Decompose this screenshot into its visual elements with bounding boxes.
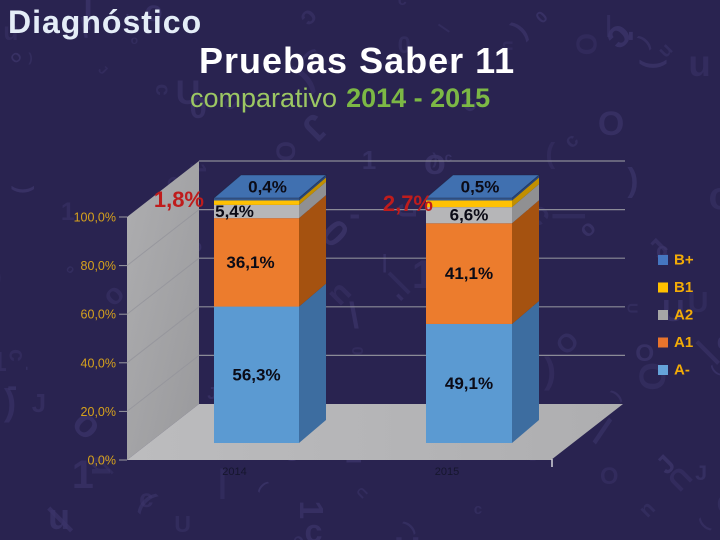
column-2015-side-A-	[512, 300, 539, 443]
legend-label-A2: A2	[674, 307, 693, 324]
data-label-B+-2014: 0,4%	[248, 178, 287, 197]
data-label-A--2014: 56,3%	[232, 365, 280, 384]
y-axis-label: 40,0%	[81, 356, 116, 370]
y-axis-label: 0,0%	[88, 454, 117, 468]
column-2014-top-face	[212, 174, 328, 199]
column-2015-segment-A-	[426, 323, 512, 443]
column-2015-segment-A1	[426, 223, 512, 324]
legend-label-A1: A1	[674, 334, 693, 351]
column-2015-segment-A2	[426, 207, 512, 224]
column-2015-side-A1	[512, 200, 539, 324]
data-label-A2-2014: 5,4%	[215, 202, 254, 221]
legend-label-B1: B1	[674, 279, 693, 296]
column-2015-side-A2	[512, 184, 539, 224]
x-axis-label-2015: 2015	[435, 466, 459, 478]
column-2014-side-B1	[299, 177, 326, 205]
legend-swatch-A1	[658, 337, 668, 348]
column-2014-segment-A1	[214, 218, 299, 307]
slide-subtitle: Pruebas Saber 11	[199, 40, 516, 81]
x-axis-label-2014: 2014	[222, 466, 246, 478]
data-label-B1-2015: 2,7%	[383, 191, 433, 216]
chart-side-wall	[127, 161, 199, 460]
column-2015-segment-B1	[426, 200, 512, 208]
column-2014-side-A2	[299, 181, 326, 219]
column-2014-segment-A-	[214, 306, 299, 443]
wall-gridline	[126, 209, 200, 266]
page-title: Diagnóstico	[8, 4, 203, 40]
y-axis-label: 100,0%	[74, 211, 116, 225]
column-2014-side-B+	[299, 175, 326, 201]
data-label-B1-2014: 1,8%	[154, 187, 204, 212]
data-label-A1-2014: 36,1%	[226, 253, 274, 272]
column-2014-segment-A2	[214, 204, 299, 219]
legend-swatch-B1	[658, 282, 668, 293]
legend-swatch-A2	[658, 310, 668, 320]
comparativo-label: comparativo	[190, 83, 338, 113]
legend-swatch-A-	[658, 365, 668, 375]
column-2014-side-A1	[299, 195, 326, 307]
data-label-A1-2015: 41,1%	[445, 264, 493, 283]
data-label-A2-2015: 6,6%	[450, 206, 489, 225]
column-2014-segment-B+	[214, 198, 299, 201]
wall-gridline	[126, 306, 200, 364]
data-label-B+-2015: 0,5%	[461, 178, 500, 197]
y-axis-label: 60,0%	[81, 308, 116, 322]
y-axis-label: 80,0%	[81, 259, 116, 273]
data-label-A--2015: 49,1%	[445, 374, 493, 393]
legend-swatch-B+	[658, 255, 668, 265]
legend-label-A-: A-	[674, 362, 690, 379]
comparativo-years: 2014 - 2015	[346, 83, 491, 113]
comparativo-line: comparativo 2014 - 2015	[190, 83, 490, 114]
column-2014-segment-B1	[214, 200, 299, 205]
wall-gridline	[126, 257, 200, 315]
column-2015-segment-B+	[426, 198, 512, 201]
column-2014-side-A-	[299, 283, 326, 443]
chart-floor	[127, 404, 623, 460]
y-axis-label: 20,0%	[81, 405, 116, 419]
wall-gridline	[126, 355, 200, 412]
column-2015-side-B+	[512, 175, 539, 201]
legend-label-B+: B+	[674, 252, 694, 269]
column-2015-side-B1	[512, 177, 539, 208]
column-2015-top-face	[424, 174, 541, 199]
